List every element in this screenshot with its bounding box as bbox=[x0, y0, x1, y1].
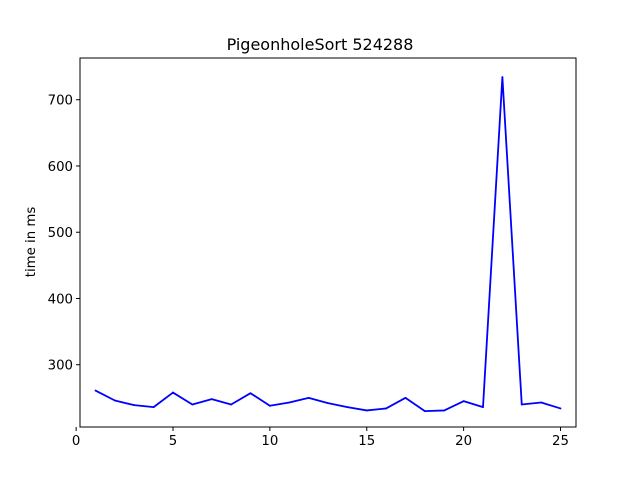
y-axis-label: time in ms bbox=[24, 207, 39, 278]
x-tick-label: 10 bbox=[261, 434, 278, 449]
data-point bbox=[346, 406, 349, 409]
data-point bbox=[327, 402, 329, 405]
data-point bbox=[404, 396, 407, 399]
data-point bbox=[423, 410, 426, 413]
data-point bbox=[288, 401, 291, 404]
data-point bbox=[385, 407, 388, 410]
data-point bbox=[249, 392, 252, 395]
data-point bbox=[210, 398, 213, 401]
data-point bbox=[172, 391, 174, 394]
y-tick-label: 300 bbox=[48, 359, 73, 374]
data-point bbox=[443, 409, 446, 412]
data-point bbox=[482, 406, 484, 409]
data-point bbox=[462, 400, 465, 403]
data-point bbox=[520, 403, 523, 406]
x-tick-label: 20 bbox=[455, 434, 472, 449]
data-point bbox=[307, 396, 310, 399]
x-tick-label: 5 bbox=[169, 434, 177, 449]
y-tick-label: 500 bbox=[48, 226, 73, 241]
data-point bbox=[268, 404, 271, 407]
data-point bbox=[501, 76, 504, 79]
data-point bbox=[94, 389, 97, 392]
x-tick-label: 15 bbox=[358, 434, 375, 449]
data-point bbox=[191, 403, 194, 406]
data-point bbox=[133, 404, 136, 407]
y-tick-label: 600 bbox=[48, 160, 73, 175]
x-tick-label: 25 bbox=[552, 434, 569, 449]
data-point bbox=[365, 409, 368, 412]
chart-title: PigeonholeSort 524288 bbox=[227, 35, 414, 54]
data-point bbox=[230, 403, 233, 406]
x-tick-label: 0 bbox=[72, 434, 80, 449]
y-tick-label: 400 bbox=[48, 292, 73, 307]
data-point bbox=[113, 399, 116, 402]
plot-frame bbox=[79, 57, 577, 428]
data-point bbox=[540, 401, 543, 404]
data-point bbox=[152, 406, 155, 409]
y-tick-label: 700 bbox=[48, 94, 73, 109]
series-line bbox=[95, 76, 561, 413]
plot-area: 0 5 10 15 20 25 300 400 500 600 700 bbox=[48, 76, 569, 449]
data-point bbox=[559, 407, 562, 410]
